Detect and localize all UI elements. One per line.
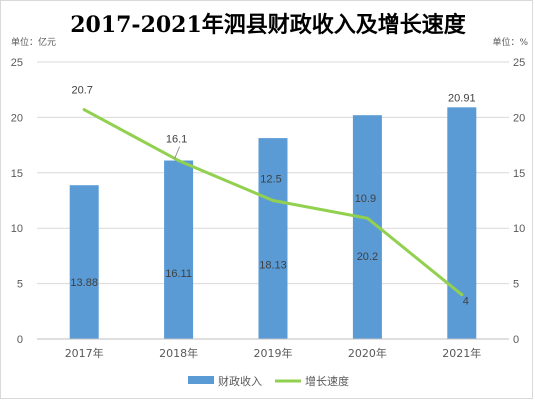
legend-label-revenue: 财政收入 (218, 374, 262, 388)
x-tick-label: 2017年 (65, 346, 104, 360)
y-left-tick-label: 0 (17, 334, 23, 346)
line-value-label: 20.7 (71, 85, 92, 97)
label-leader-line (174, 146, 180, 159)
bar-2019年 (258, 138, 288, 339)
y-right-tick-label: 15 (513, 168, 525, 180)
bar-2017年 (69, 185, 99, 339)
axes: 0 5 10 15 20 25 0 5 10 15 20 25 2017年 2018年 2019年 2020年… (11, 57, 526, 360)
line-value-label: 12.5 (260, 174, 281, 186)
left-axis-unit: 单位：亿元 (11, 36, 56, 48)
legend-label-growth: 增长速度 (305, 374, 349, 388)
x-tick-label: 2020年 (348, 346, 387, 360)
y-left-tick-label: 10 (11, 223, 23, 235)
bar-value-label: 20.2 (357, 251, 378, 263)
growth-rate-point (177, 159, 181, 163)
line-value-label: 4 (463, 296, 469, 308)
line-series (82, 108, 464, 297)
y-right-tick-label: 0 (513, 334, 519, 346)
y-left-tick-label: 15 (11, 168, 23, 180)
y-left-tick-label: 5 (17, 279, 23, 291)
y-left-tick-label: 20 (11, 112, 23, 124)
bar-value-label: 13.88 (70, 277, 98, 289)
y-right-tick-label: 5 (513, 279, 519, 291)
bar-value-label: 18.13 (259, 260, 287, 272)
line-value-label: 10.9 (355, 193, 376, 205)
legend-swatch-revenue (188, 376, 214, 384)
bar-value-label: 16.11 (165, 268, 192, 280)
line-value-label: 16.1 (166, 134, 187, 146)
growth-rate-point (365, 216, 369, 220)
bar-2018年 (164, 160, 194, 339)
y-right-tick-label: 25 (513, 57, 525, 69)
y-right-tick-label: 10 (513, 223, 525, 235)
data-labels: 13.88 16.11 18.13 20.2 20.91 20.7 16.1 12.5 10.9… (70, 85, 475, 308)
bar-2021年 (447, 107, 477, 339)
bar-value-label: 20.91 (448, 92, 476, 104)
x-tick-label: 2019年 (254, 346, 293, 360)
y-left-tick-label: 25 (11, 57, 23, 69)
growth-rate-point (271, 199, 275, 202)
growth-rate-point (460, 293, 464, 297)
chart-title: 2017-2021年泗县财政收入及增长速度 (70, 12, 467, 38)
x-tick-label: 2021年 (442, 346, 481, 360)
x-tick-label: 2018年 (159, 346, 198, 360)
legend: 财政收入 增长速度 (188, 374, 349, 388)
bar-series (69, 107, 477, 340)
growth-rate-point (82, 108, 86, 112)
right-axis-unit: 单位：% (492, 36, 528, 48)
y-right-tick-label: 20 (513, 112, 525, 124)
